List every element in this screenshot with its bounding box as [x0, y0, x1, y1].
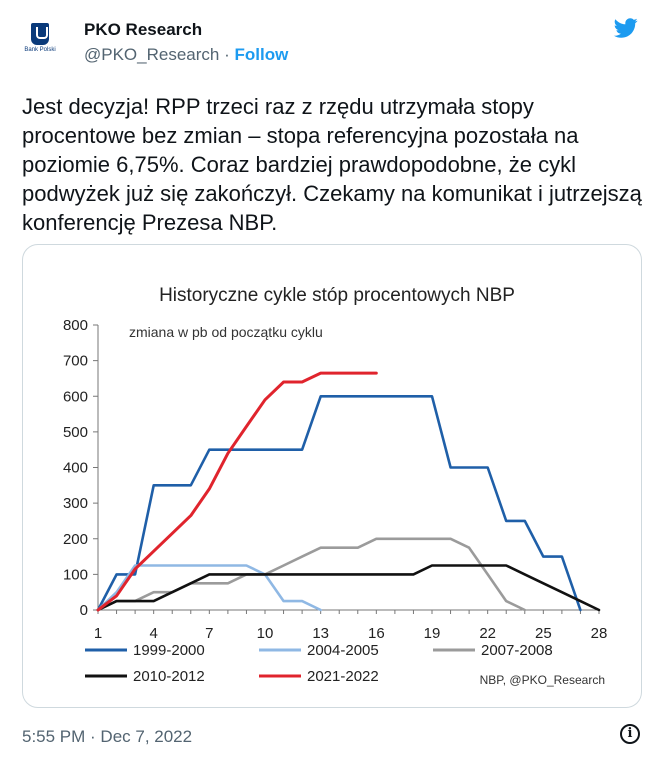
- x-tick-label: 1: [94, 625, 102, 642]
- info-icon[interactable]: i: [620, 724, 640, 744]
- tweet-timestamp[interactable]: 5:55 PM · Dec 7, 2022: [22, 727, 193, 746]
- chart-axes: 0 100 200 300 400 500 600 700 800 1 4 7 10 13 16 19 22 25…: [63, 317, 607, 642]
- y-tick-label: 400: [63, 460, 88, 477]
- pko-logo-icon[interactable]: Bank Polski: [16, 14, 64, 62]
- legend-label-2010-2012: 2010-2012: [133, 668, 205, 685]
- x-tick-label: 25: [535, 625, 552, 642]
- x-tick-label: 13: [312, 625, 329, 642]
- chart-card[interactable]: Historyczne cykle stóp procentowych NBP …: [22, 244, 642, 708]
- x-tick-label: 4: [149, 625, 157, 642]
- y-tick-label: 600: [63, 388, 88, 405]
- series-line-1999-2000: [96, 395, 582, 612]
- author-handle[interactable]: @PKO_Research: [84, 45, 220, 64]
- chart-source: NBP, @PKO_Research: [480, 673, 605, 687]
- author-handle-row: @PKO_Research · Follow: [84, 45, 288, 65]
- series-line-2010-2012: [96, 564, 601, 612]
- line-chart: Historyczne cykle stóp procentowych NBP …: [63, 285, 607, 687]
- chart-title: Historyczne cykle stóp procentowych NBP: [159, 285, 515, 306]
- avatar-caption: Bank Polski: [24, 47, 56, 53]
- legend-label-2004-2005: 2004-2005: [307, 642, 379, 659]
- legend-label-2021-2022: 2021-2022: [307, 668, 379, 685]
- y-tick-label: 700: [63, 353, 88, 370]
- handle-separator: ·: [224, 45, 230, 64]
- y-tick-label: 200: [63, 531, 88, 548]
- chart-subtitle: zmiana w pb od początku cyklu: [129, 324, 323, 340]
- y-tick-label: 300: [63, 495, 88, 512]
- legend-label-2007-2008: 2007-2008: [481, 642, 553, 659]
- y-tick-label: 800: [63, 317, 88, 334]
- chart-series: [96, 371, 601, 612]
- tweet-text: Jest decyzja! RPP trzeci raz z rzędu utr…: [22, 94, 642, 235]
- series-line-2007-2008: [96, 537, 527, 612]
- twitter-bird-icon[interactable]: [612, 16, 640, 40]
- y-tick-label: 500: [63, 424, 88, 441]
- x-tick-label: 28: [591, 625, 608, 642]
- y-tick-label: 0: [80, 602, 88, 619]
- x-tick-label: 22: [479, 625, 496, 642]
- x-tick-label: 16: [368, 625, 385, 642]
- series-line-2021-2022: [96, 371, 378, 612]
- pko-logo-mark: [31, 23, 49, 45]
- series-line-2004-2005: [96, 564, 323, 612]
- follow-button[interactable]: Follow: [234, 45, 289, 64]
- legend-label-1999-2000: 1999-2000: [133, 642, 205, 659]
- x-tick-label: 19: [424, 625, 441, 642]
- author-name[interactable]: PKO Research: [84, 20, 203, 39]
- chart-legend: 1999-2000 2004-2005 2007-2008 2010-2012 2021…: [85, 642, 553, 685]
- y-tick-label: 100: [63, 566, 88, 583]
- x-tick-label: 10: [257, 625, 274, 642]
- x-tick-label: 7: [205, 625, 213, 642]
